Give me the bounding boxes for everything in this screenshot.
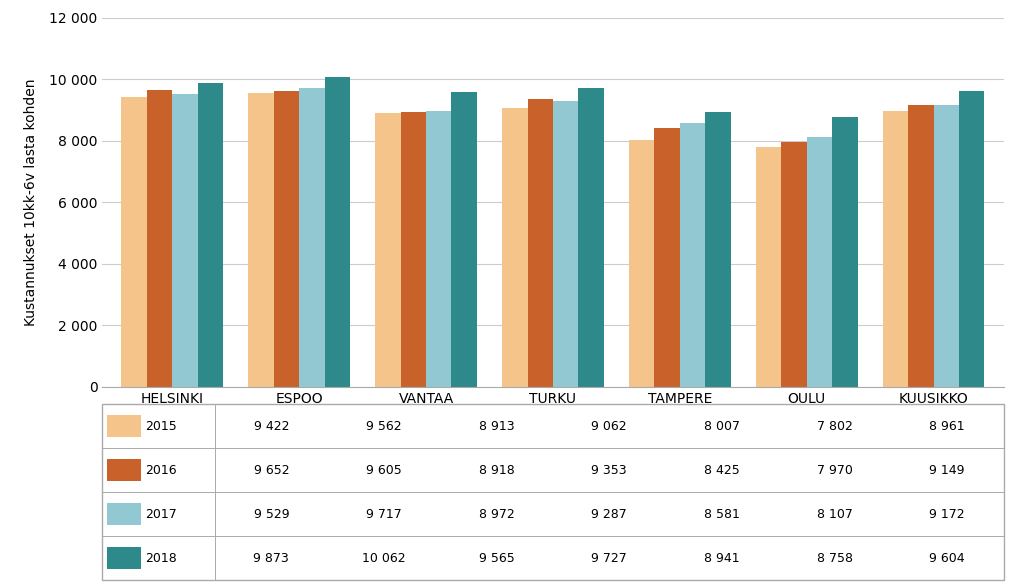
Bar [680,122,706,387]
Text: 2015: 2015 [145,420,177,433]
Text: 8 918: 8 918 [479,464,514,477]
Bar [426,111,452,387]
Bar [959,91,984,387]
Text: 9 604: 9 604 [930,551,965,565]
Text: 8 581: 8 581 [703,507,740,521]
Bar [654,128,680,387]
Bar [908,105,934,387]
Bar [172,94,198,387]
Text: 8 425: 8 425 [705,464,739,477]
Y-axis label: Kustannukset 10kk-6v lasta kohden: Kustannukset 10kk-6v lasta kohden [25,79,38,326]
Text: 9 605: 9 605 [367,464,401,477]
Bar [146,90,172,387]
Bar [122,97,146,387]
Text: 9 717: 9 717 [367,507,401,521]
Bar [502,108,527,387]
Bar [833,117,857,387]
Text: 9 149: 9 149 [930,464,965,477]
Text: 9 652: 9 652 [254,464,289,477]
Text: 9 422: 9 422 [254,420,289,433]
Bar [579,87,604,387]
Bar [883,111,908,387]
Text: 9 727: 9 727 [592,551,627,565]
Text: 2017: 2017 [145,507,177,521]
Bar [375,113,400,387]
Text: 9 562: 9 562 [367,420,401,433]
Text: 9 529: 9 529 [254,507,289,521]
Bar [198,83,223,387]
Bar [756,146,781,387]
Text: 10 062: 10 062 [362,551,406,565]
Bar [807,137,833,387]
Bar [934,104,959,387]
Text: 7 802: 7 802 [816,420,853,433]
Text: 9 287: 9 287 [592,507,627,521]
Bar [106,415,140,437]
Bar [273,91,299,387]
Text: 9 873: 9 873 [254,551,289,565]
Text: 8 913: 8 913 [479,420,514,433]
Bar [325,77,350,387]
Text: 8 758: 8 758 [816,551,853,565]
Text: 8 107: 8 107 [816,507,853,521]
Text: 8 961: 8 961 [930,420,965,433]
Bar [249,93,273,387]
Text: 8 972: 8 972 [479,507,514,521]
Text: 9 172: 9 172 [930,507,965,521]
Text: 2018: 2018 [145,551,177,565]
Bar [400,113,426,387]
Bar [299,88,325,387]
Bar [527,99,553,387]
Bar [106,459,140,481]
Text: 8 007: 8 007 [703,420,740,433]
Text: 7 970: 7 970 [816,464,853,477]
Text: 9 565: 9 565 [479,551,514,565]
Bar [452,93,477,387]
Bar [553,101,579,387]
Text: 9 353: 9 353 [592,464,627,477]
Text: 2016: 2016 [145,464,177,477]
Bar [106,547,140,569]
Bar [106,503,140,525]
Text: 8 941: 8 941 [705,551,739,565]
Text: 9 062: 9 062 [592,420,627,433]
Bar [706,112,731,387]
Bar [781,142,807,387]
Bar [629,141,654,387]
